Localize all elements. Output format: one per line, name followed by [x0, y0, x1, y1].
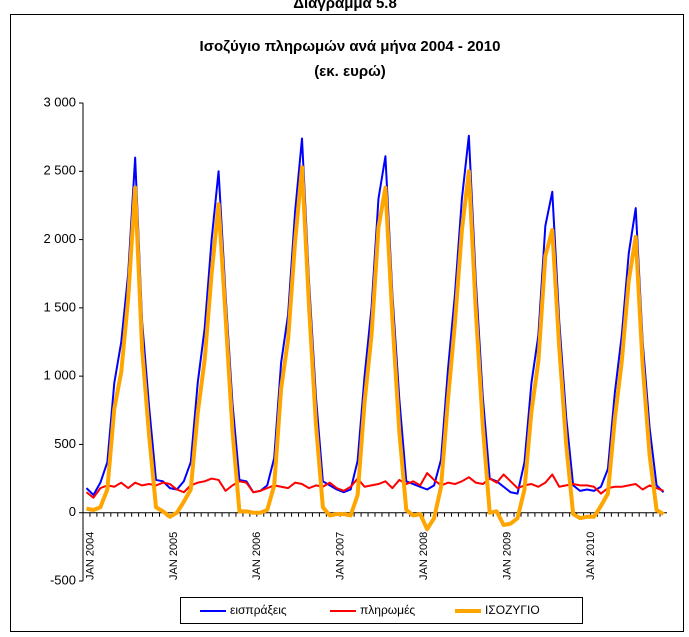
series-line: [85, 472, 664, 499]
heading: Διάγραμμα 5.8: [293, 0, 397, 12]
chart-subtitle: (εκ. ευρώ): [314, 63, 386, 80]
x-tick-label: JAN 2010: [585, 532, 597, 580]
y-tick-label: 2 500: [43, 163, 76, 178]
x-tick-label: JAN 2005: [168, 532, 180, 580]
y-tick-label: 3 000: [43, 94, 76, 109]
legend-label: ΙΣΟΖΥΓΙΟ: [485, 603, 540, 617]
y-tick-label: 1 000: [43, 368, 76, 383]
x-tick-label: JAN 2009: [502, 532, 514, 580]
series-line: [85, 134, 665, 496]
chart-title: Ισοζύγιο πληρωμών ανά μήνα 2004 - 2010: [200, 38, 501, 55]
chart-frame: [10, 14, 684, 632]
y-tick-label: 2 000: [43, 231, 76, 246]
x-tick-label: JAN 2007: [335, 532, 347, 580]
y-tick-label: 0: [69, 504, 76, 519]
y-tick-label: -500: [50, 572, 76, 587]
y-tick-label: 500: [54, 436, 76, 451]
x-tick-label: JAN 2006: [251, 532, 263, 580]
legend-label: εισπράξεις: [230, 603, 287, 617]
y-tick-label: 1 500: [43, 299, 76, 314]
series-line: [86, 165, 665, 532]
legend-box: [180, 597, 583, 624]
x-tick-label: JAN 2004: [84, 532, 96, 580]
legend-label: πληρωμές: [360, 603, 415, 617]
x-tick-label: JAN 2008: [418, 532, 430, 580]
